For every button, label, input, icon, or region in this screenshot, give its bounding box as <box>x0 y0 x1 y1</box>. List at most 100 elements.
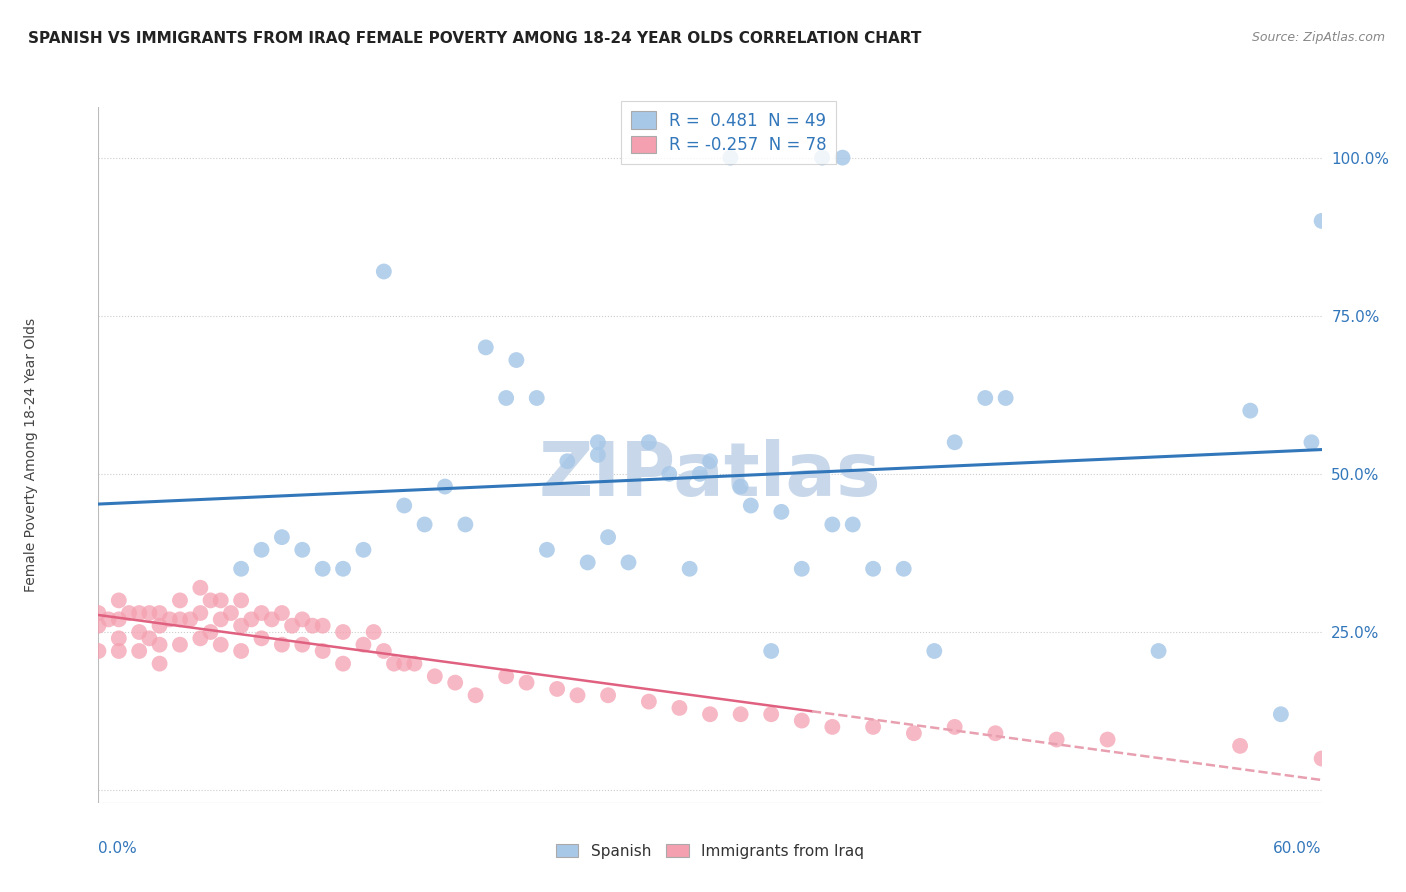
Point <box>169 612 191 626</box>
Point <box>413 517 436 532</box>
Point <box>128 644 150 658</box>
Point <box>188 581 212 595</box>
Point <box>260 612 283 626</box>
Point <box>598 688 620 702</box>
Point <box>250 606 273 620</box>
Point <box>790 562 813 576</box>
Point <box>943 435 966 450</box>
Point <box>617 556 640 570</box>
Point <box>903 726 925 740</box>
Text: 60.0%: 60.0% <box>1274 841 1322 856</box>
Point <box>505 353 527 368</box>
Point <box>169 638 191 652</box>
Text: ZIPatlas: ZIPatlas <box>538 439 882 512</box>
Point <box>231 593 253 607</box>
Point <box>200 593 222 607</box>
Point <box>841 517 863 532</box>
Point <box>128 606 150 620</box>
Point <box>862 720 884 734</box>
Point <box>699 707 721 722</box>
Point <box>586 435 609 450</box>
Point <box>149 638 172 652</box>
Point <box>1310 214 1333 228</box>
Point <box>1147 644 1170 658</box>
Point <box>444 675 467 690</box>
Point <box>893 562 915 576</box>
Text: Female Poverty Among 18-24 Year Olds: Female Poverty Among 18-24 Year Olds <box>24 318 38 592</box>
Point <box>291 612 314 626</box>
Point <box>404 657 426 671</box>
Point <box>250 542 273 557</box>
Text: 0.0%: 0.0% <box>98 841 138 856</box>
Point <box>821 517 844 532</box>
Point <box>770 505 793 519</box>
Point <box>474 340 498 354</box>
Point <box>638 695 661 709</box>
Point <box>392 657 416 671</box>
Point <box>169 593 191 607</box>
Point <box>240 612 263 626</box>
Point <box>730 479 752 493</box>
Point <box>984 726 1007 740</box>
Point <box>546 681 568 696</box>
Point <box>1097 732 1119 747</box>
Point <box>586 448 609 462</box>
Point <box>209 638 232 652</box>
Point <box>312 618 335 632</box>
Point <box>138 632 160 646</box>
Point <box>454 517 477 532</box>
Point <box>332 625 354 640</box>
Point <box>598 530 620 544</box>
Point <box>87 644 110 658</box>
Point <box>821 720 844 734</box>
Point <box>159 612 181 626</box>
Point <box>761 707 783 722</box>
Point <box>526 391 548 405</box>
Point <box>382 657 405 671</box>
Point <box>557 454 579 468</box>
Point <box>922 644 945 658</box>
Point <box>1239 403 1261 417</box>
Point <box>567 688 589 702</box>
Point <box>423 669 446 683</box>
Point <box>270 606 294 620</box>
Point <box>291 542 314 557</box>
Point <box>138 606 160 620</box>
Point <box>495 391 517 405</box>
Point <box>862 562 884 576</box>
Point <box>536 542 558 557</box>
Point <box>720 151 742 165</box>
Point <box>87 618 110 632</box>
Point <box>974 391 997 405</box>
Legend: Spanish, Immigrants from Iraq: Spanish, Immigrants from Iraq <box>550 838 870 864</box>
Point <box>108 632 131 646</box>
Point <box>392 499 416 513</box>
Point <box>576 556 599 570</box>
Point <box>209 612 232 626</box>
Point <box>638 435 661 450</box>
Point <box>464 688 486 702</box>
Point <box>1301 435 1323 450</box>
Point <box>943 720 966 734</box>
Point <box>270 638 294 652</box>
Point <box>231 562 253 576</box>
Point <box>352 542 374 557</box>
Point <box>209 593 232 607</box>
Point <box>312 562 335 576</box>
Point <box>188 606 212 620</box>
Point <box>200 625 222 640</box>
Point <box>128 625 150 640</box>
Point <box>516 675 538 690</box>
Point <box>352 638 374 652</box>
Point <box>658 467 681 481</box>
Point <box>270 530 294 544</box>
Point <box>373 644 395 658</box>
Point <box>740 499 762 513</box>
Point <box>97 612 120 626</box>
Point <box>291 638 314 652</box>
Point <box>668 701 690 715</box>
Point <box>312 644 335 658</box>
Point <box>87 606 110 620</box>
Point <box>231 618 253 632</box>
Point <box>373 264 395 278</box>
